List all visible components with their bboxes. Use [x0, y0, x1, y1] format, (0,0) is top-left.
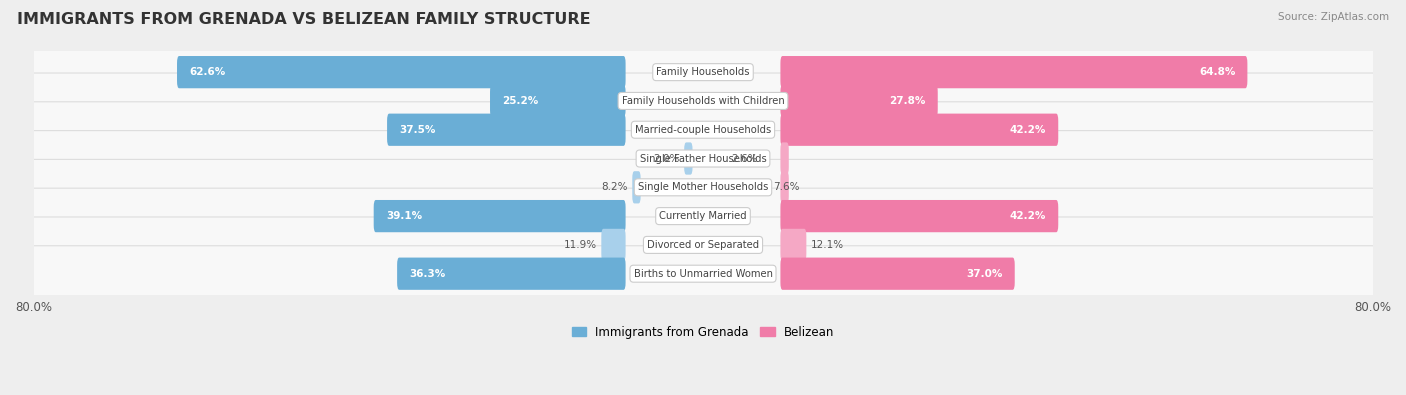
FancyBboxPatch shape — [780, 114, 1059, 146]
FancyBboxPatch shape — [30, 131, 1376, 186]
FancyBboxPatch shape — [491, 85, 626, 117]
Text: Source: ZipAtlas.com: Source: ZipAtlas.com — [1278, 12, 1389, 22]
Text: Divorced or Separated: Divorced or Separated — [647, 240, 759, 250]
FancyBboxPatch shape — [780, 200, 1059, 232]
Text: 62.6%: 62.6% — [190, 67, 225, 77]
Text: 2.0%: 2.0% — [654, 154, 679, 164]
Text: Single Mother Households: Single Mother Households — [638, 182, 768, 192]
FancyBboxPatch shape — [30, 160, 1376, 215]
Legend: Immigrants from Grenada, Belizean: Immigrants from Grenada, Belizean — [567, 321, 839, 343]
FancyBboxPatch shape — [30, 44, 1376, 100]
FancyBboxPatch shape — [685, 143, 693, 175]
FancyBboxPatch shape — [780, 229, 807, 261]
FancyBboxPatch shape — [602, 229, 626, 261]
Text: 64.8%: 64.8% — [1199, 67, 1236, 77]
FancyBboxPatch shape — [177, 56, 626, 88]
Text: 37.0%: 37.0% — [966, 269, 1002, 279]
Text: 11.9%: 11.9% — [564, 240, 596, 250]
Text: 37.5%: 37.5% — [399, 125, 436, 135]
Text: 39.1%: 39.1% — [385, 211, 422, 221]
Text: Married-couple Households: Married-couple Households — [636, 125, 770, 135]
Text: 36.3%: 36.3% — [409, 269, 446, 279]
FancyBboxPatch shape — [30, 73, 1376, 129]
Text: 12.1%: 12.1% — [811, 240, 844, 250]
Text: 2.6%: 2.6% — [731, 154, 758, 164]
FancyBboxPatch shape — [374, 200, 626, 232]
FancyBboxPatch shape — [780, 56, 1247, 88]
FancyBboxPatch shape — [396, 258, 626, 290]
FancyBboxPatch shape — [633, 171, 641, 203]
Text: IMMIGRANTS FROM GRENADA VS BELIZEAN FAMILY STRUCTURE: IMMIGRANTS FROM GRENADA VS BELIZEAN FAMI… — [17, 12, 591, 27]
Text: 42.2%: 42.2% — [1010, 125, 1046, 135]
FancyBboxPatch shape — [30, 217, 1376, 273]
FancyBboxPatch shape — [30, 188, 1376, 244]
FancyBboxPatch shape — [780, 85, 938, 117]
Text: 7.6%: 7.6% — [773, 182, 800, 192]
Text: Currently Married: Currently Married — [659, 211, 747, 221]
Text: 25.2%: 25.2% — [502, 96, 538, 106]
FancyBboxPatch shape — [780, 258, 1015, 290]
FancyBboxPatch shape — [780, 171, 789, 203]
Text: Family Households: Family Households — [657, 67, 749, 77]
Text: 8.2%: 8.2% — [602, 182, 627, 192]
FancyBboxPatch shape — [30, 246, 1376, 302]
Text: Births to Unmarried Women: Births to Unmarried Women — [634, 269, 772, 279]
FancyBboxPatch shape — [30, 102, 1376, 158]
Text: 42.2%: 42.2% — [1010, 211, 1046, 221]
FancyBboxPatch shape — [387, 114, 626, 146]
Text: Family Households with Children: Family Households with Children — [621, 96, 785, 106]
Text: Single Father Households: Single Father Households — [640, 154, 766, 164]
Text: 27.8%: 27.8% — [889, 96, 925, 106]
FancyBboxPatch shape — [780, 143, 789, 175]
